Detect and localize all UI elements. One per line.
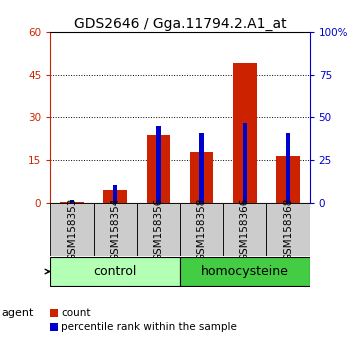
Bar [199,133,204,203]
Bar [94,203,137,256]
Text: control: control [94,265,137,278]
Text: GSM158366: GSM158366 [240,198,250,261]
Text: GSM158353: GSM158353 [67,198,77,261]
Bar [137,203,180,256]
Text: count: count [61,308,91,318]
Bar [243,122,247,203]
Text: percentile rank within the sample: percentile rank within the sample [61,322,237,332]
Text: GSM158354: GSM158354 [110,198,120,261]
Bar [60,202,84,203]
Bar [180,203,223,256]
Bar [50,257,180,286]
Bar [190,152,213,203]
Bar [147,135,170,203]
Bar [156,126,161,203]
Bar [276,156,300,203]
Bar [50,203,94,256]
Bar [266,203,310,256]
Bar [223,203,266,256]
Bar [233,63,257,203]
Text: agent: agent [2,308,34,318]
Bar [70,200,74,203]
Title: GDS2646 / Gga.11794.2.A1_at: GDS2646 / Gga.11794.2.A1_at [74,17,286,31]
Bar [286,133,290,203]
Text: GSM158368: GSM158368 [283,198,293,261]
Bar [103,190,127,203]
Bar [113,185,117,203]
Text: GSM158358: GSM158358 [197,198,207,261]
Text: GSM158356: GSM158356 [153,198,163,261]
Text: homocysteine: homocysteine [201,265,289,278]
Bar [180,257,310,286]
